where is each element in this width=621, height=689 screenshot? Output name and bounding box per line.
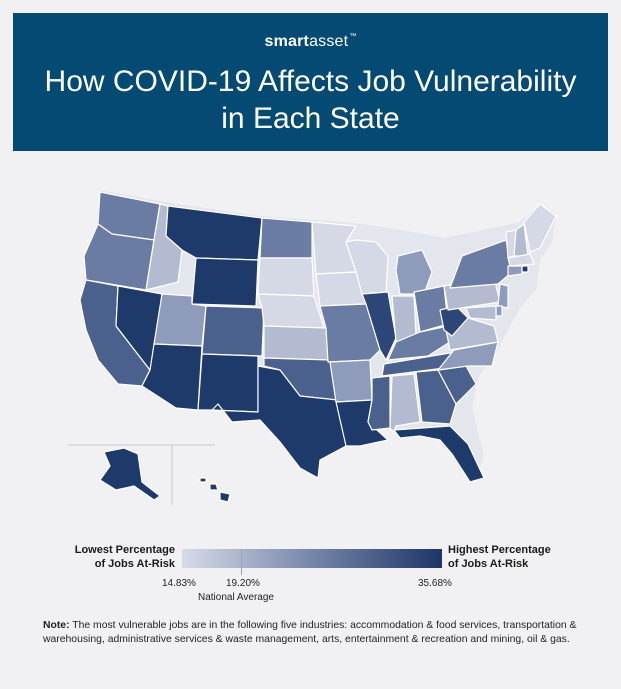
- brand-tm: ™: [349, 33, 357, 40]
- state-md: [465, 305, 497, 321]
- state-ma: [507, 253, 535, 267]
- state-ga: [415, 369, 457, 425]
- footnote: Note: The most vulnerable jobs are in th…: [43, 619, 588, 647]
- legend-high-label: Highest Percentage of Jobs At-Risk: [448, 543, 568, 571]
- page-title: How COVID-19 Affects Job Vulnerability i…: [23, 63, 598, 137]
- state-wy: [191, 257, 259, 307]
- note-text: The most vulnerable jobs are in the foll…: [43, 620, 577, 645]
- national-average-caption: National Average: [198, 592, 274, 603]
- state-ne: [257, 293, 325, 329]
- state-al: [389, 373, 421, 433]
- state-ar: [329, 359, 373, 403]
- state-nm: [197, 353, 259, 413]
- legend-max-value: 35.68%: [418, 578, 452, 589]
- note-label: Note:: [43, 620, 70, 631]
- state-nd: [259, 217, 313, 259]
- us-choropleth-map: [0, 160, 621, 530]
- state-ct: [507, 265, 523, 277]
- brand-logo: smartasset™: [13, 33, 608, 51]
- state-ks: [263, 325, 329, 361]
- state-ak: [99, 447, 161, 501]
- title-line-2: in Each State: [221, 102, 400, 135]
- legend-low-label: Lowest Percentage of Jobs At-Risk: [60, 543, 175, 571]
- legend-gradient-bar: [182, 549, 442, 568]
- state-tx: [211, 365, 347, 479]
- legend-high-line-1: Highest Percentage: [448, 544, 551, 556]
- legend-avg-value: 19.20%: [226, 578, 260, 589]
- brand-light: asset: [309, 33, 349, 50]
- state-co: [201, 305, 265, 357]
- state-ms: [367, 375, 391, 431]
- legend-low-line-2: of Jobs At-Risk: [94, 558, 175, 570]
- state-de: [495, 305, 503, 317]
- state-ny: [449, 239, 513, 289]
- title-line-1: How COVID-19 Affects Job Vulnerability: [44, 65, 577, 98]
- brand-bold: smart: [264, 33, 310, 50]
- legend-high-line-2: of Jobs At-Risk: [448, 558, 529, 570]
- national-average-marker: [241, 549, 242, 575]
- state-il: [361, 291, 397, 361]
- state-ri: [521, 265, 529, 273]
- legend-min-value: 14.83%: [162, 578, 196, 589]
- state-me: [523, 203, 557, 253]
- state-fl: [393, 425, 485, 483]
- state-sd: [257, 257, 315, 297]
- map-svg: [68, 190, 557, 505]
- state-nj: [497, 283, 509, 309]
- state-az: [141, 343, 203, 411]
- header-banner: smartasset™ How COVID-19 Affects Job Vul…: [13, 13, 608, 151]
- legend-low-line-1: Lowest Percentage: [74, 544, 175, 556]
- state-hi: [199, 477, 231, 503]
